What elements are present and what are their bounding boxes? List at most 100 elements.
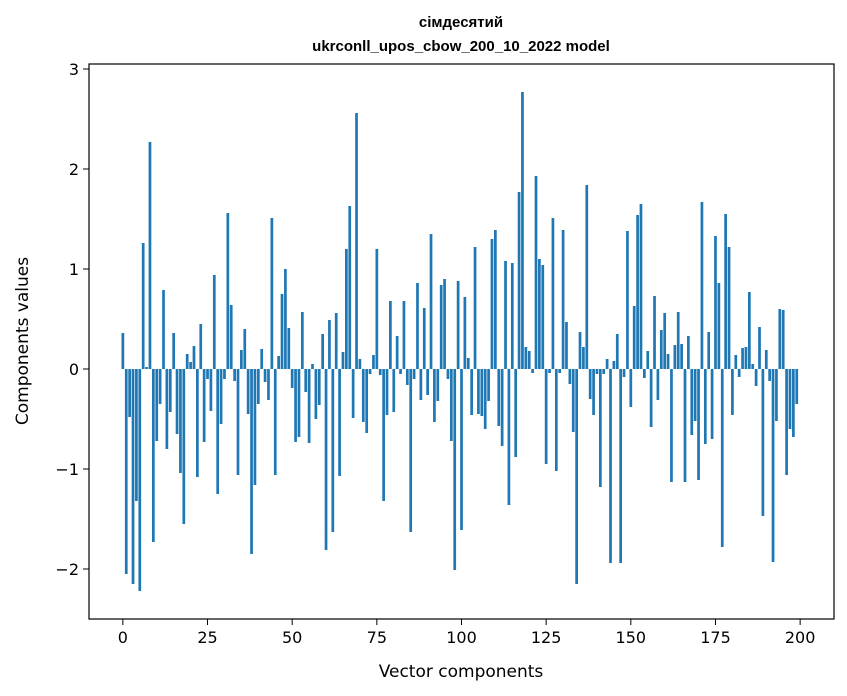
bar-178 — [724, 214, 727, 369]
bar-100 — [460, 369, 463, 530]
bar-77 — [382, 369, 385, 501]
bar-127 — [551, 218, 555, 369]
bar-0 — [121, 333, 125, 369]
bar-26 — [209, 369, 213, 411]
bar-154 — [643, 369, 646, 378]
bar-12 — [162, 290, 165, 369]
bar-174 — [710, 369, 714, 439]
bar-169 — [693, 369, 697, 421]
bar-82 — [399, 369, 402, 374]
bar-113 — [504, 261, 507, 369]
bar-78 — [385, 369, 389, 415]
bar-179 — [727, 247, 731, 369]
bar-72 — [365, 369, 369, 433]
bar-147 — [619, 369, 623, 563]
bar-88 — [419, 369, 423, 400]
bar-198 — [792, 369, 795, 437]
bar-56 — [311, 364, 314, 369]
bar-185 — [747, 292, 751, 369]
bar-94 — [439, 285, 443, 369]
bar-186 — [751, 364, 755, 369]
bar-144 — [609, 369, 612, 563]
bar-84 — [405, 369, 409, 385]
bar-162 — [670, 369, 673, 482]
bar-62 — [331, 369, 335, 532]
bar-116 — [514, 369, 518, 457]
bar-96 — [446, 369, 450, 379]
bar-10 — [155, 369, 159, 441]
bar-19 — [185, 354, 189, 369]
bar-157 — [653, 296, 656, 369]
bar-48 — [284, 269, 287, 369]
bar-197 — [788, 369, 792, 429]
bar-110 — [494, 230, 497, 369]
bar-167 — [687, 336, 690, 369]
bar-32 — [229, 305, 233, 369]
bar-55 — [307, 369, 311, 443]
bar-183 — [741, 348, 744, 369]
bar-104 — [473, 247, 477, 369]
bar-194 — [778, 309, 782, 369]
bar-134 — [575, 369, 578, 584]
bar-196 — [785, 369, 788, 475]
bar-47 — [280, 294, 284, 369]
x-tick-label-0: 0 — [118, 628, 128, 647]
bar-70 — [358, 359, 362, 369]
bar-119 — [524, 347, 528, 369]
bar-14 — [168, 369, 172, 412]
bar-89 — [422, 308, 426, 369]
bar-34 — [236, 369, 240, 475]
bar-3 — [131, 369, 135, 584]
y-tick-label-0: −2 — [55, 560, 79, 579]
bar-99 — [456, 281, 460, 369]
bar-60 — [324, 369, 328, 550]
bar-101 — [463, 297, 467, 369]
bar-177 — [720, 369, 724, 547]
bar-65 — [341, 352, 345, 369]
bar-152 — [636, 215, 639, 369]
bar-85 — [409, 369, 413, 532]
bar-28 — [216, 369, 220, 494]
bar-166 — [683, 369, 687, 482]
bar-124 — [541, 265, 545, 369]
bar-27 — [212, 275, 216, 369]
bar-191 — [768, 369, 772, 381]
bar-199 — [795, 369, 799, 404]
bar-150 — [629, 369, 633, 407]
bar-24 — [202, 369, 206, 442]
bar-25 — [206, 369, 209, 379]
bar-159 — [659, 330, 663, 369]
bar-9 — [151, 369, 155, 542]
bar-58 — [317, 369, 321, 405]
bar-51 — [294, 369, 297, 442]
bar-39 — [253, 369, 257, 485]
y-tick-label-3: 1 — [69, 260, 79, 279]
y-tick-label-4: 2 — [69, 160, 79, 179]
bar-52 — [297, 369, 301, 437]
bar-44 — [270, 218, 274, 369]
bars-group — [121, 92, 799, 591]
bar-80 — [392, 369, 396, 412]
bar-90 — [426, 369, 429, 395]
bar-117 — [517, 192, 521, 369]
bar-81 — [395, 336, 399, 369]
bar-173 — [707, 332, 711, 369]
bar-38 — [250, 369, 253, 554]
bar-33 — [233, 369, 236, 381]
bar-8 — [148, 142, 152, 369]
bar-135 — [578, 332, 582, 369]
bar-112 — [500, 369, 504, 446]
bar-98 — [453, 369, 457, 570]
bar-71 — [361, 369, 365, 422]
bar-163 — [673, 345, 677, 369]
bar-59 — [321, 334, 325, 369]
x-tick-label-6: 150 — [616, 628, 647, 647]
x-tick-label-3: 75 — [367, 628, 387, 647]
bar-103 — [470, 369, 474, 415]
bar-170 — [697, 369, 700, 480]
bar-45 — [273, 369, 277, 475]
bar-129 — [558, 369, 562, 373]
bar-161 — [666, 354, 670, 369]
bar-74 — [372, 355, 375, 369]
